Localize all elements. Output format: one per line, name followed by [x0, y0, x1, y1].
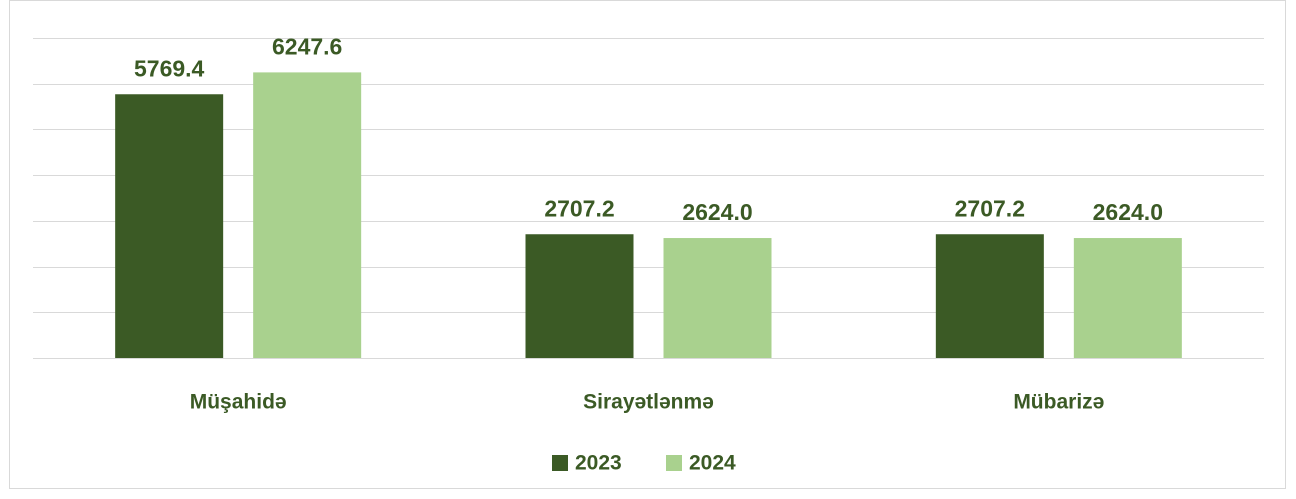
legend-swatch	[666, 455, 682, 471]
legend-label: 2023	[575, 452, 622, 475]
legend-label: 2024	[689, 452, 736, 475]
bar	[525, 234, 634, 358]
bar	[253, 72, 362, 358]
x-tick-label: Müşahidə	[190, 391, 287, 414]
value-label: 6247.6	[272, 33, 342, 59]
bar	[935, 234, 1044, 358]
value-label: 5769.4	[134, 55, 205, 81]
value-label: 2624.0	[682, 199, 752, 225]
value-label: 2707.2	[544, 195, 614, 221]
legend-swatch	[552, 455, 568, 471]
value-label: 2624.0	[1093, 199, 1163, 225]
bar	[663, 238, 772, 358]
bar	[1073, 238, 1182, 358]
bar	[115, 94, 224, 359]
x-tick-label: Sirayətlənmə	[583, 391, 714, 414]
value-label: 2707.2	[955, 195, 1025, 221]
x-tick-label: Mübarizə	[1013, 391, 1104, 414]
